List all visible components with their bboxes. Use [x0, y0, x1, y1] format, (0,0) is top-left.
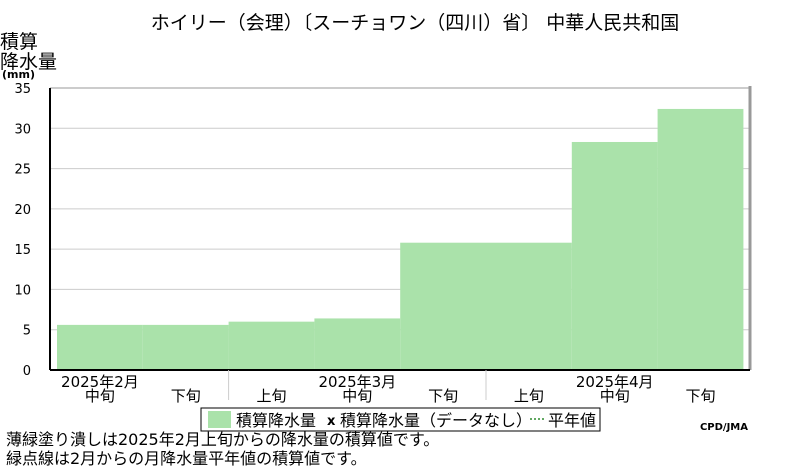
y-tick-label: 20 [14, 203, 31, 218]
y-axis-label-line: 積算 [0, 31, 38, 53]
bar [142, 324, 229, 370]
bar [571, 141, 658, 370]
legend-label-cumulative: 積算降水量 [236, 411, 316, 430]
bar [57, 324, 143, 370]
note-line: 薄緑塗り潰しは2025年2月上旬からの降水量の積算値です。 [6, 430, 440, 449]
y-tick-label: 10 [14, 283, 31, 298]
bar [657, 108, 744, 370]
y-axis-label: 積算 降水量 (mm) [0, 31, 57, 81]
bar [486, 242, 572, 370]
x-tick-label: 下旬 [685, 387, 715, 405]
credit: CPD/JMA [700, 422, 748, 433]
legend-box [200, 407, 601, 432]
x-tick-label: 上旬 [514, 387, 544, 405]
legend-marker-no-data: x [327, 414, 336, 429]
bar [314, 318, 401, 370]
x-tick-label: 上旬 [256, 387, 286, 405]
bar [400, 242, 486, 370]
note-line: 緑点線は2月からの月降水量平年値の積算値です。 [6, 449, 367, 468]
plot-frame [49, 86, 752, 371]
x-tick-label: 中旬 [342, 387, 372, 405]
x-tick-label: 中旬 [85, 387, 115, 405]
x-month-label: 2025年2月 [61, 373, 139, 391]
y-tick-label: 35 [14, 82, 31, 97]
y-tick-label: 5 [23, 324, 31, 339]
chart-title: ホイリー（会理）〔スーチョワン（四川）省〕 中華人民共和国 [151, 12, 680, 34]
bar [228, 321, 315, 370]
legend-label-normal: 平年値 [548, 411, 596, 430]
y-axis-label-unit: (mm) [2, 68, 35, 81]
y-tick-labels: 0 5 10 15 20 25 30 35 [14, 82, 31, 379]
x-month-label: 2025年4月 [576, 373, 654, 391]
x-month-label: 2025年3月 [318, 373, 396, 391]
y-tick-label: 25 [14, 163, 31, 178]
y-axis-label-line: 降水量 [0, 51, 57, 73]
x-tick-label: 下旬 [171, 387, 201, 405]
x-tick-label: 下旬 [428, 387, 458, 405]
bars [57, 108, 744, 370]
x-tick-label: 中旬 [600, 387, 630, 405]
x-tick-labels: 中旬 下旬 上旬 中旬 下旬 上旬 中旬 下旬 2025年2月 2025年3月 2025年4月 [61, 370, 716, 405]
legend-swatch-filled [208, 411, 231, 428]
y-tick-label: 0 [23, 364, 31, 379]
legend: 積算降水量 x 積算降水量（データなし） 平年値 [200, 407, 601, 432]
y-tick-label: 15 [14, 243, 31, 258]
y-tick-label: 30 [14, 122, 31, 137]
legend-label-no-data: 積算降水量（データなし） [340, 411, 532, 430]
